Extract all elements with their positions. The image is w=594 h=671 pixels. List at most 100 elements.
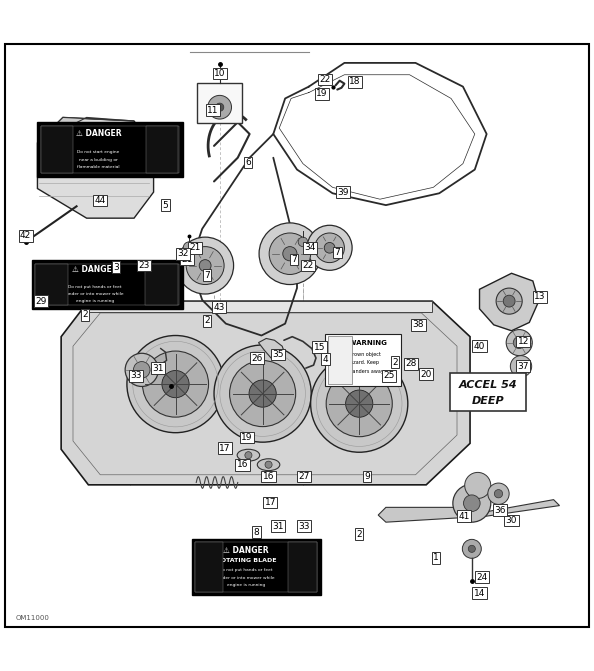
Text: Do not put hands or feet: Do not put hands or feet — [219, 568, 273, 572]
Text: near a building or: near a building or — [79, 158, 118, 162]
Bar — [326, 333, 402, 386]
Circle shape — [465, 472, 491, 499]
Text: 21: 21 — [189, 244, 201, 252]
Text: 6: 6 — [245, 158, 251, 167]
Bar — [35, 264, 68, 305]
Circle shape — [503, 295, 515, 307]
Circle shape — [199, 260, 211, 272]
Text: 43: 43 — [213, 303, 225, 311]
Text: 40: 40 — [474, 342, 485, 351]
Text: 33: 33 — [298, 522, 310, 531]
Text: 21: 21 — [182, 255, 193, 264]
Text: 16: 16 — [263, 472, 274, 481]
Text: 2: 2 — [204, 316, 210, 325]
Circle shape — [208, 95, 232, 119]
Ellipse shape — [257, 459, 280, 470]
Circle shape — [134, 362, 150, 378]
Text: 29: 29 — [35, 297, 47, 305]
Text: 38: 38 — [413, 320, 424, 329]
Text: flammable material: flammable material — [77, 166, 120, 169]
Bar — [41, 125, 179, 173]
Bar — [328, 336, 352, 384]
Circle shape — [488, 483, 509, 505]
Circle shape — [463, 495, 480, 511]
Circle shape — [183, 242, 195, 254]
Text: 12: 12 — [518, 337, 529, 346]
Circle shape — [496, 288, 522, 314]
Text: bystanders away: bystanders away — [343, 369, 384, 374]
Bar — [31, 260, 182, 309]
Text: 7: 7 — [334, 248, 340, 257]
Circle shape — [517, 362, 525, 370]
Text: 9: 9 — [364, 472, 370, 481]
Bar — [289, 542, 317, 592]
Text: 31: 31 — [272, 522, 284, 531]
Circle shape — [311, 355, 408, 452]
Text: 22: 22 — [302, 261, 313, 270]
Text: 7: 7 — [291, 255, 297, 264]
Text: engine is running: engine is running — [227, 584, 265, 588]
Text: under or into mower while: under or into mower while — [217, 576, 274, 580]
Text: 5: 5 — [163, 201, 168, 209]
Bar — [195, 542, 317, 592]
Text: 44: 44 — [94, 196, 106, 205]
Text: 10: 10 — [214, 69, 226, 78]
Text: engine is running: engine is running — [76, 299, 114, 303]
Text: 35: 35 — [272, 350, 284, 359]
Text: 2: 2 — [82, 310, 88, 319]
Text: 20: 20 — [421, 370, 432, 378]
Text: 1: 1 — [434, 553, 439, 562]
Text: under or into mower while: under or into mower while — [66, 292, 124, 296]
Text: 8: 8 — [254, 528, 260, 537]
Text: 27: 27 — [298, 472, 310, 481]
Text: 17: 17 — [264, 498, 276, 507]
Text: 31: 31 — [152, 364, 163, 372]
Circle shape — [468, 546, 475, 552]
Text: ACCEL 54: ACCEL 54 — [459, 380, 517, 390]
Text: 2: 2 — [356, 529, 362, 539]
Circle shape — [127, 336, 224, 433]
Text: 34: 34 — [304, 244, 316, 252]
Text: 14: 14 — [474, 588, 485, 598]
Circle shape — [269, 233, 311, 274]
Polygon shape — [479, 273, 539, 331]
Circle shape — [249, 380, 276, 407]
Text: 36: 36 — [494, 506, 505, 515]
Circle shape — [346, 390, 373, 417]
Polygon shape — [89, 301, 432, 312]
Text: 18: 18 — [349, 77, 361, 87]
Text: ⚠ DANGER: ⚠ DANGER — [72, 266, 118, 274]
Text: Do not start engine: Do not start engine — [77, 150, 119, 154]
Circle shape — [307, 225, 352, 270]
Circle shape — [326, 370, 392, 437]
Text: ⚠ DANGER: ⚠ DANGER — [75, 129, 121, 138]
Text: 16: 16 — [237, 460, 248, 469]
Text: 33: 33 — [130, 371, 141, 380]
Circle shape — [494, 490, 503, 498]
Bar — [197, 83, 242, 123]
Text: 23: 23 — [138, 261, 150, 270]
Circle shape — [125, 353, 159, 386]
Circle shape — [259, 223, 321, 285]
Circle shape — [265, 461, 272, 468]
Polygon shape — [258, 338, 285, 360]
Text: 19: 19 — [316, 89, 328, 98]
Circle shape — [214, 345, 311, 442]
Text: hazard. Keep: hazard. Keep — [347, 360, 380, 366]
Circle shape — [176, 237, 233, 294]
Text: 41: 41 — [459, 512, 470, 521]
Text: OM11000: OM11000 — [15, 615, 49, 621]
Text: 17: 17 — [219, 444, 230, 453]
Text: 7: 7 — [204, 270, 210, 280]
Bar — [146, 125, 178, 173]
Text: 11: 11 — [207, 106, 219, 115]
Text: 39: 39 — [337, 188, 349, 197]
Polygon shape — [61, 301, 470, 485]
Bar — [450, 373, 526, 411]
Circle shape — [510, 356, 532, 377]
Text: 26: 26 — [251, 354, 263, 362]
Text: ROTATING BLADE: ROTATING BLADE — [216, 558, 276, 563]
Text: 2: 2 — [392, 358, 397, 366]
Circle shape — [186, 247, 224, 285]
Text: 30: 30 — [505, 516, 517, 525]
